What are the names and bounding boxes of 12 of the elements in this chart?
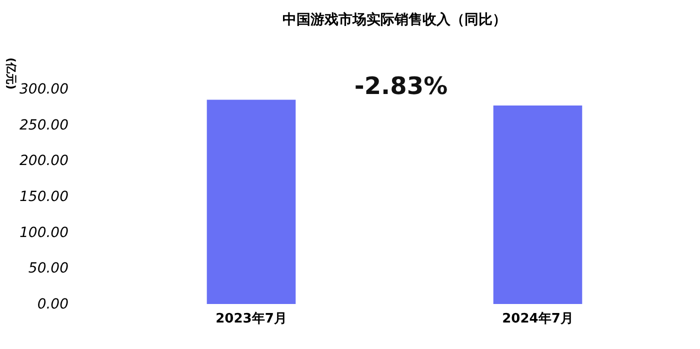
- annotation: -2.83%: [354, 72, 448, 100]
- y-axis-title: (亿元): [4, 57, 18, 90]
- y-tick-label: 150.00: [20, 189, 69, 205]
- y-tick-label: 300.00: [20, 82, 69, 98]
- y-tick-label: 50.00: [28, 260, 69, 277]
- chart-title: 中国游戏市场实际销售收入（同比）: [282, 10, 506, 28]
- y-tick-label: 250.00: [20, 117, 69, 134]
- y-tick-label: 200.00: [20, 153, 69, 170]
- x-tick-label: 2024年7月: [502, 312, 574, 326]
- y-tick-label: 100.00: [20, 224, 69, 241]
- x-tick-label: 2023年7月: [216, 312, 287, 326]
- y-tick-label: 0.00: [37, 296, 69, 312]
